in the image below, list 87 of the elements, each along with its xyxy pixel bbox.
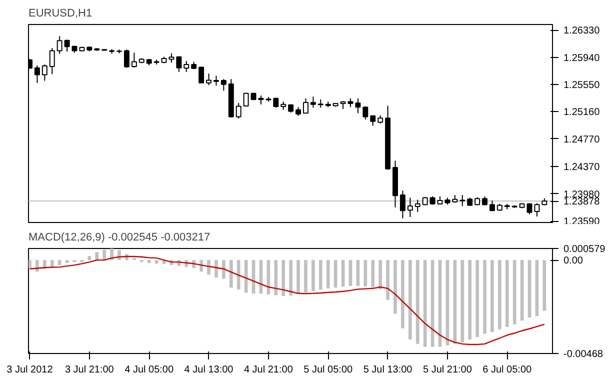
x-tick-label: 4 Jul 21:00 (244, 364, 294, 376)
bar (65, 260, 69, 264)
candlestick (49, 48, 55, 75)
candlestick (176, 56, 182, 72)
bar (490, 260, 494, 332)
x-tick-label: 5 Jul 13:00 (363, 364, 413, 376)
x-tick-label: 6 Jul 05:00 (482, 364, 532, 376)
bar (460, 260, 464, 342)
bar (453, 260, 457, 344)
bar (102, 250, 106, 260)
candlestick (407, 197, 413, 218)
candlestick (489, 200, 495, 212)
x-tick-label: 4 Jul 13:00 (184, 364, 234, 376)
bar (318, 260, 322, 290)
bar (274, 260, 278, 296)
bar (222, 260, 226, 279)
candlestick (310, 96, 316, 108)
y-tick-label: 1.25940 (564, 52, 600, 64)
candlestick (168, 52, 174, 64)
x-tick-label: 5 Jul 21:00 (422, 364, 472, 376)
candlestick (124, 48, 130, 68)
x-tick-label: 3 Jul 21:00 (64, 364, 114, 376)
bar (58, 260, 62, 266)
candlestick (206, 73, 212, 86)
bar (326, 260, 330, 288)
candlestick (184, 60, 190, 72)
candlestick (42, 64, 48, 82)
bar (416, 260, 420, 344)
bar (542, 260, 546, 311)
candlestick (213, 75, 219, 86)
candlestick (400, 190, 406, 219)
bar (468, 260, 472, 340)
candlestick (414, 199, 420, 213)
line-series (29, 256, 546, 346)
bar (394, 260, 397, 314)
bar (401, 260, 404, 328)
chart-title: MACD(12,26,9) -0.002545 -0.003217 (28, 232, 210, 244)
x-tick-label: 3 Jul 2012 (6, 364, 54, 376)
candlestick (34, 64, 40, 84)
y-tick-label: 1.25550 (564, 80, 600, 91)
candlestick (236, 102, 242, 120)
bar (304, 260, 308, 292)
bar (483, 260, 486, 334)
bar (512, 260, 516, 324)
bar (312, 260, 315, 292)
bar (498, 260, 502, 330)
y-tick-label: 0.000579 (564, 244, 606, 255)
bar (408, 260, 412, 340)
candlestick (482, 196, 488, 206)
y-tick-label: -0.00468 (564, 349, 604, 360)
bar (296, 260, 300, 294)
bar (28, 260, 32, 268)
bar (88, 256, 92, 260)
bar (207, 260, 210, 275)
bar (282, 260, 286, 296)
bar (356, 260, 360, 286)
candlestick (302, 98, 308, 114)
bar (147, 260, 151, 264)
y-tick-label: 1.24370 (564, 162, 600, 174)
bar (214, 260, 218, 278)
bar (236, 260, 240, 290)
candlestick (534, 202, 540, 217)
bar (423, 260, 427, 347)
bar (378, 260, 382, 290)
ref-line-label: 1.23878 (564, 196, 600, 208)
candlestick (355, 98, 361, 114)
bar (229, 260, 233, 288)
y-tick-label: 0.00 (564, 256, 584, 267)
y-tick-label: 1.26330 (564, 26, 600, 37)
candlestick (198, 66, 204, 84)
bar (505, 260, 509, 327)
bar (386, 260, 390, 300)
bar (348, 260, 352, 286)
bar (95, 252, 99, 260)
bar (371, 260, 375, 288)
x-tick-label: 4 Jul 05:00 (124, 364, 174, 376)
candlestick (131, 52, 137, 68)
candlestick (362, 106, 368, 120)
bar (289, 260, 292, 296)
candlestick (56, 36, 62, 54)
candlestick (220, 78, 226, 92)
y-tick-label: 1.25160 (564, 107, 600, 118)
y-tick-label: 1.24770 (564, 134, 600, 146)
x-tick-label: 5 Jul 05:00 (304, 364, 354, 376)
bar (364, 260, 368, 286)
chart-title: EURUSD,H1 (28, 8, 92, 20)
bar (476, 260, 479, 338)
